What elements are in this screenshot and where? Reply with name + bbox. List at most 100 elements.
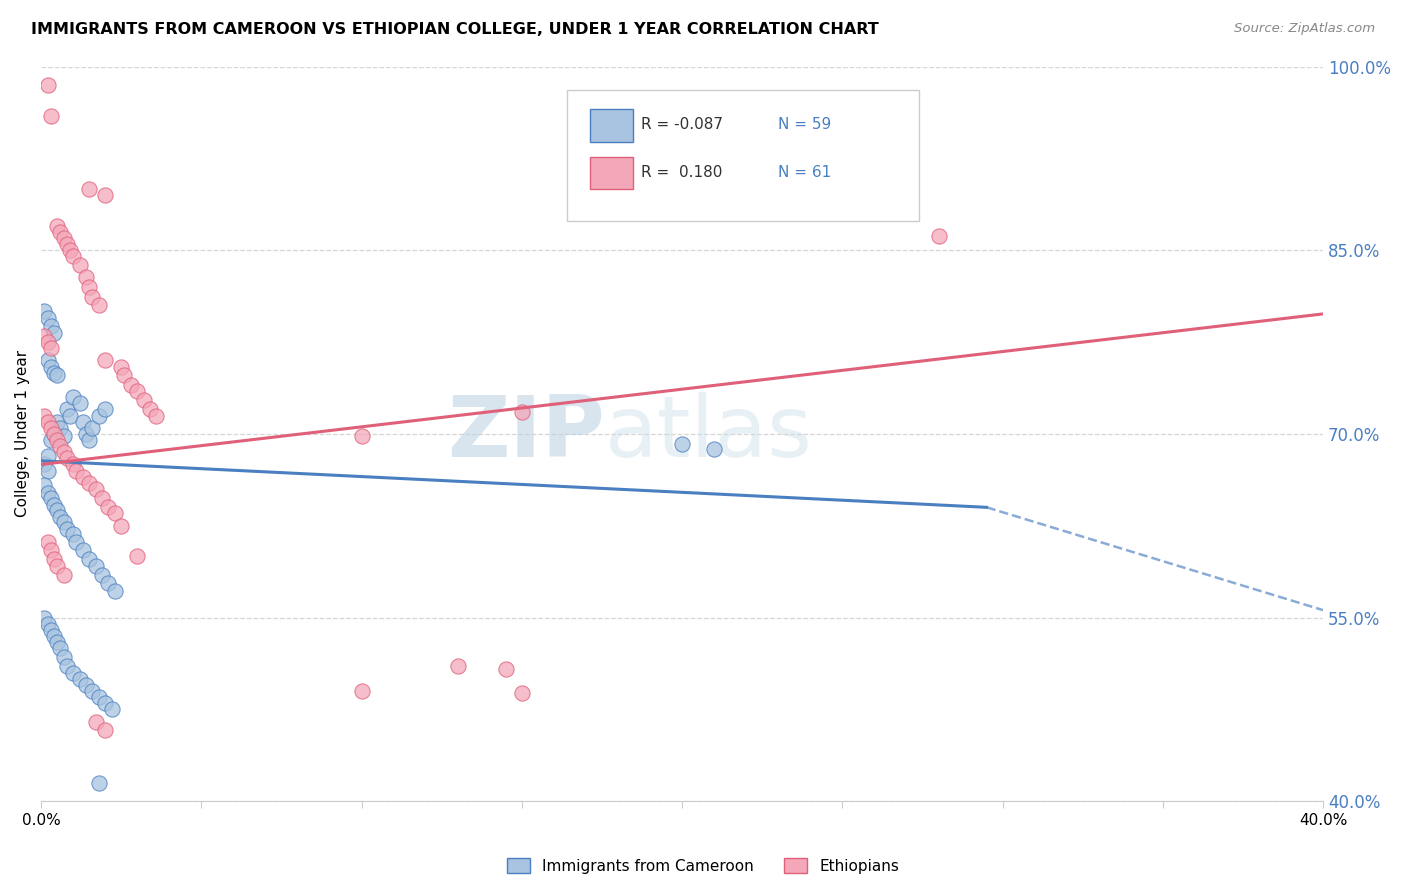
Point [104, 507, 127, 521]
Point [37, 534, 59, 549]
Point [46, 559, 69, 574]
Point [46, 433, 69, 447]
Point [37, 449, 59, 463]
Point [52, 567, 75, 582]
Point [127, 384, 149, 398]
Point [65, 464, 87, 478]
Point [37, 464, 59, 478]
Point [49, 421, 72, 435]
Point [39, 491, 62, 505]
Point [114, 368, 136, 383]
Text: atlas: atlas [605, 392, 813, 475]
Point [100, 702, 122, 716]
Point [132, 392, 155, 407]
Point [87, 776, 110, 790]
Point [77, 433, 100, 447]
Point [94, 402, 117, 417]
Point [65, 534, 87, 549]
FancyBboxPatch shape [567, 90, 920, 221]
Point [37, 353, 59, 368]
FancyBboxPatch shape [591, 157, 634, 189]
Point [69, 396, 91, 410]
Point [49, 641, 72, 656]
Point [62, 458, 84, 472]
Point [84, 482, 107, 496]
Point [87, 298, 110, 312]
Point [62, 249, 84, 263]
Point [49, 225, 72, 239]
Point [94, 696, 117, 710]
Point [42, 629, 65, 643]
Point [55, 659, 77, 673]
Point [87, 409, 110, 423]
Point [447, 659, 470, 673]
Point [127, 549, 149, 564]
Point [46, 502, 69, 516]
Point [52, 649, 75, 664]
Point [671, 436, 693, 450]
Point [495, 662, 517, 676]
Point [62, 390, 84, 404]
Point [91, 491, 114, 505]
Point [77, 475, 100, 490]
Point [59, 244, 82, 258]
Point [42, 426, 65, 441]
Text: IMMIGRANTS FROM CAMEROON VS ETHIOPIAN COLLEGE, UNDER 1 YEAR CORRELATION CHART: IMMIGRANTS FROM CAMEROON VS ETHIOPIAN CO… [31, 22, 879, 37]
Point [145, 409, 167, 423]
Point [49, 439, 72, 453]
Point [52, 231, 75, 245]
Point [42, 551, 65, 566]
Point [42, 326, 65, 341]
Point [82, 421, 104, 435]
Point [82, 290, 104, 304]
Point [37, 78, 59, 92]
Point [55, 402, 77, 417]
Point [39, 109, 62, 123]
Point [75, 426, 97, 441]
Point [37, 310, 59, 325]
Point [350, 429, 373, 443]
Point [77, 182, 100, 196]
Point [39, 341, 62, 355]
Point [82, 684, 104, 698]
Text: R =  0.180: R = 0.180 [641, 165, 723, 180]
Point [510, 686, 533, 700]
Text: N = 61: N = 61 [779, 165, 831, 180]
Point [49, 510, 72, 524]
Point [863, 157, 886, 171]
Point [52, 515, 75, 529]
Point [39, 623, 62, 637]
Point [350, 684, 373, 698]
Point [72, 415, 94, 429]
Point [59, 409, 82, 423]
Point [52, 429, 75, 443]
Point [52, 445, 75, 459]
Point [34, 458, 56, 472]
Point [510, 405, 533, 419]
Point [87, 690, 110, 704]
Point [55, 451, 77, 466]
Point [72, 543, 94, 558]
Point [42, 498, 65, 512]
Point [139, 402, 162, 417]
Point [34, 478, 56, 492]
Point [75, 678, 97, 692]
Point [69, 258, 91, 272]
Point [46, 219, 69, 233]
Legend: Immigrants from Cameroon, Ethiopians: Immigrants from Cameroon, Ethiopians [501, 852, 905, 880]
Point [94, 723, 117, 738]
Point [69, 672, 91, 686]
Text: ZIP: ZIP [447, 392, 605, 475]
Point [62, 527, 84, 541]
Point [39, 433, 62, 447]
Point [39, 359, 62, 374]
Point [34, 610, 56, 624]
Point [42, 366, 65, 380]
Point [928, 228, 950, 243]
Text: N = 59: N = 59 [779, 117, 831, 132]
Point [94, 188, 117, 202]
Point [77, 551, 100, 566]
Point [37, 616, 59, 631]
Point [39, 319, 62, 334]
Point [42, 426, 65, 441]
